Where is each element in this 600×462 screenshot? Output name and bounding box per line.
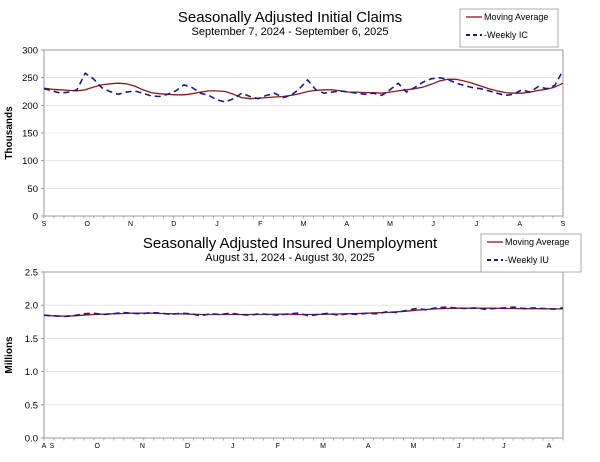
iu-month-label: F [276,443,280,450]
iu-month-label: A [366,443,371,450]
claims-month-label: A [517,221,522,228]
claims-chart-subtitle: September 7, 2024 - September 6, 2025 [192,26,389,38]
iu-legend-label: Moving Average [505,237,569,247]
iu-month-label: M [320,443,326,450]
iu-month-label: A [547,443,552,450]
claims-ytick-label: 0 [33,212,38,223]
iu-month-label: O [94,443,100,450]
iu-month-label: A [42,443,47,450]
iu-series-weekly-line [43,306,564,318]
claims-month-label: S [561,221,566,228]
iu-month-label: D [185,443,190,450]
claims-y-axis-label: Thousands [4,106,15,160]
claims-ytick-label: 200 [22,101,38,112]
claims-month-label: M [387,221,393,228]
claims-series-moving-average-line [43,78,564,100]
claims-ytick-label: 50 [27,184,38,195]
claims-ytick-label: 250 [22,73,38,84]
claims-month-label: M [301,221,307,228]
iu-y-axis-label: Millions [4,336,15,374]
iu-month-label: S [50,443,55,450]
iu-plot-frame [43,271,564,439]
claims-month-label: S [42,221,47,228]
iu-chart-subtitle: August 31, 2024 - August 30, 2025 [205,252,374,264]
iu-legend-box [480,233,582,273]
iu-legend-label: -Weekly IU [505,255,549,265]
claims-legend-box [459,8,559,48]
claims-chart-title: Seasonally Adjusted Initial Claims [178,9,402,26]
iu-month-label: J [457,443,461,450]
claims-series-weekly-line [43,70,564,103]
claims-ytick-label: 100 [22,156,38,167]
claims-month-label: O [85,221,91,228]
iu-ytick-label: 0.5 [25,400,38,411]
iu-month-label: J [502,443,506,450]
claims-legend-label: Moving Average [484,12,548,22]
claims-ytick-label: 300 [22,46,38,57]
iu-ytick-label: 1.0 [25,367,38,378]
iu-month-label: N [140,443,145,450]
claims-month-label: D [171,221,176,228]
iu-month-label: J [231,443,235,450]
claims-month-label: J [475,221,479,228]
claims-month-label: F [258,221,262,228]
claims-month-label: J [432,221,436,228]
iu-ytick-label: 1.5 [25,334,38,345]
claims-legend-label: -Weekly IC [484,30,528,40]
iu-month-label: M [411,443,417,450]
iu-ytick-label: 2.0 [25,301,38,312]
iu-ytick-label: 2.5 [25,268,38,279]
iu-chart-title: Seasonally Adjusted Insured Unemployment [143,235,438,252]
claims-month-label: N [128,221,133,228]
claims-ytick-label: 150 [22,129,38,140]
claims-month-label: J [215,221,219,228]
iu-ytick-label: 0.0 [25,434,38,445]
claims-month-label: A [344,221,349,228]
